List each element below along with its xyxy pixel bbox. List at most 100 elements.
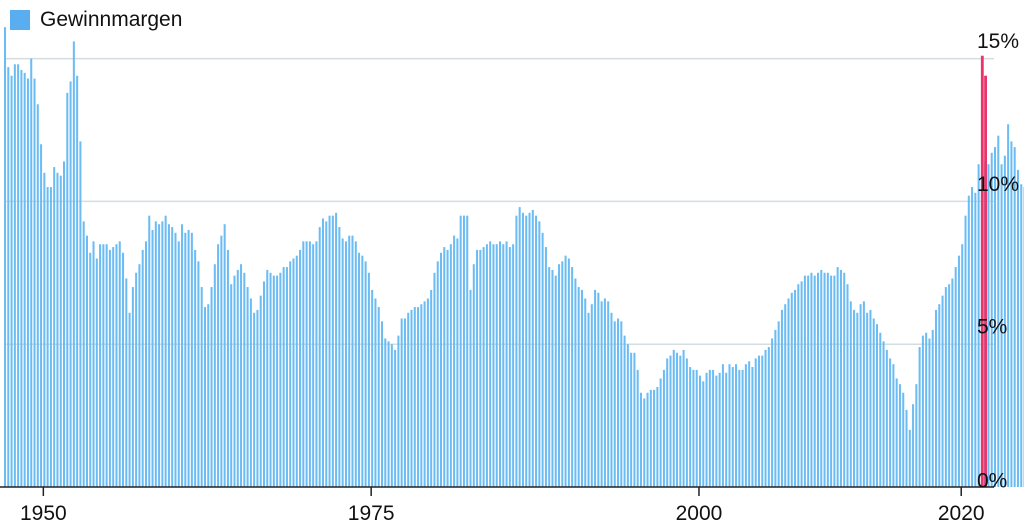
bar [377, 307, 380, 487]
bar [223, 224, 226, 487]
bar [285, 267, 288, 487]
bar [485, 244, 488, 487]
bar [161, 221, 164, 487]
bar [653, 389, 656, 487]
bar [364, 261, 367, 487]
bar [541, 232, 544, 487]
bar [354, 241, 357, 487]
bar [453, 235, 456, 487]
bar [131, 287, 134, 487]
bar [725, 372, 728, 487]
bar [774, 329, 777, 487]
bar [957, 255, 960, 487]
bar [698, 375, 701, 487]
bar [423, 301, 426, 487]
bar [469, 289, 472, 487]
bar [643, 398, 646, 487]
bar [921, 335, 924, 487]
bar [128, 312, 131, 487]
bar [712, 369, 715, 487]
bar [459, 215, 462, 487]
bar [53, 167, 56, 487]
bar [531, 209, 534, 487]
bar [43, 172, 46, 487]
bar [95, 258, 98, 487]
x-tick-label: 1975 [348, 502, 395, 525]
highlight-bar [984, 75, 987, 487]
bar [649, 389, 652, 487]
bar [564, 255, 567, 487]
bar [456, 238, 459, 487]
bar [246, 287, 249, 487]
bar [862, 301, 865, 487]
bar [685, 358, 688, 487]
bar [489, 241, 492, 487]
bar [374, 298, 377, 487]
bar [754, 358, 757, 487]
bar [328, 215, 331, 487]
bar [1016, 169, 1019, 488]
bar [826, 272, 829, 487]
bar [66, 92, 69, 488]
bar [633, 352, 636, 487]
bar [574, 278, 577, 487]
bar [820, 269, 823, 487]
bar [869, 309, 872, 487]
bar [656, 387, 659, 487]
bar [436, 261, 439, 487]
bar [885, 349, 888, 487]
bar [358, 252, 361, 487]
bar [400, 318, 403, 487]
highlight-bar [980, 55, 984, 488]
bar [561, 261, 564, 487]
bar [492, 244, 495, 487]
bar [302, 241, 305, 487]
bar [226, 249, 229, 487]
bar [666, 358, 669, 487]
bar [761, 355, 764, 487]
bar [253, 312, 256, 487]
bar [944, 287, 947, 487]
bar [931, 329, 934, 487]
bar [289, 261, 292, 487]
bar [462, 215, 465, 487]
bar [321, 218, 325, 487]
bar [879, 332, 882, 487]
x-tick-label: 2020 [938, 502, 985, 525]
bar [63, 161, 66, 487]
bar [230, 284, 233, 487]
bar [580, 289, 583, 487]
bar [744, 364, 747, 487]
bar [528, 212, 531, 488]
bar [259, 295, 262, 487]
bar [928, 338, 931, 487]
bar [472, 264, 475, 487]
bar [780, 309, 783, 487]
bar [839, 269, 842, 487]
bar [266, 269, 269, 487]
bar [144, 241, 147, 487]
bar [272, 275, 275, 487]
bar [344, 241, 347, 487]
bar [843, 272, 846, 487]
bar [269, 272, 272, 487]
bar [567, 258, 570, 487]
bar [875, 324, 879, 487]
bar [33, 78, 36, 488]
bar [341, 238, 344, 487]
bar [807, 275, 810, 487]
bar [135, 272, 138, 487]
bar [830, 275, 833, 487]
bar [102, 244, 105, 487]
chart-legend: Gewinnmargen [10, 7, 182, 33]
bar [299, 249, 302, 487]
bar [508, 247, 511, 487]
bar [558, 264, 561, 487]
bar [236, 269, 239, 487]
bar [748, 361, 751, 487]
bar [292, 258, 295, 487]
bar [823, 272, 826, 487]
bar [46, 187, 49, 487]
bar [36, 104, 39, 487]
bar [997, 135, 1000, 487]
